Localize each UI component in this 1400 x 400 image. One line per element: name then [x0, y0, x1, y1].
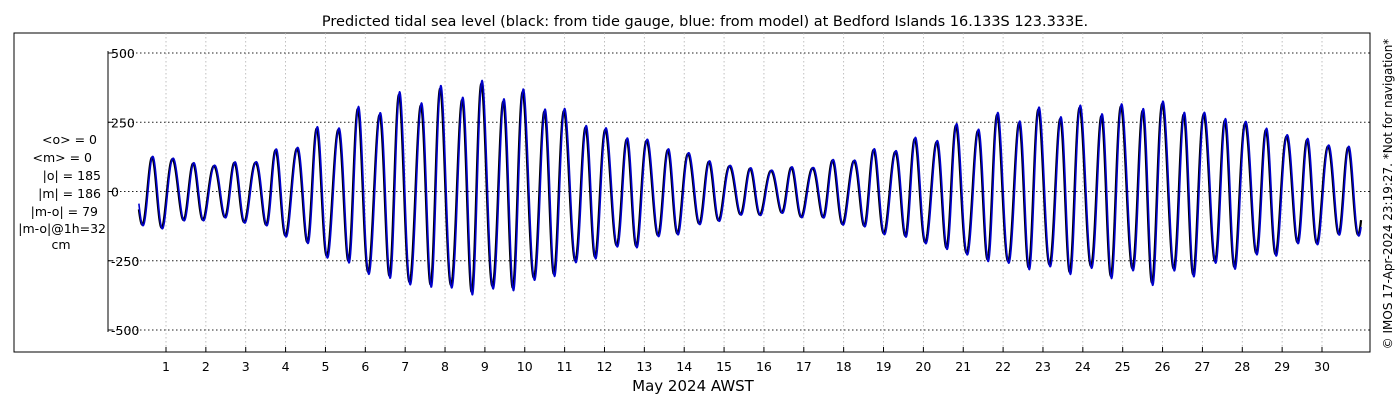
series-layer: [137, 79, 1363, 296]
x-tick-label: 20: [915, 359, 931, 374]
x-tick-label: 3: [242, 359, 250, 374]
x-tick-label: 25: [1115, 359, 1131, 374]
x-tick-label: 8: [441, 359, 449, 374]
stat-abs-obs: |o| = 185: [43, 168, 101, 183]
stats-box: <o> = 0 <m> = 0 |o| = 185 |m| = 186 |m-o…: [18, 132, 106, 252]
x-tick-label: 27: [1194, 359, 1210, 374]
x-tick-label: 5: [321, 359, 329, 374]
stat-abs-diff: |m-o| = 79: [31, 204, 98, 219]
x-tick-label: 29: [1274, 359, 1290, 374]
x-tick-label: 1: [162, 359, 170, 374]
x-tick-label: 18: [836, 359, 852, 374]
x-tick-label: 9: [481, 359, 489, 374]
y-tick-label: -500: [111, 323, 139, 338]
stat-mean-obs: <o> = 0: [42, 132, 97, 147]
x-tick-label: 7: [401, 359, 409, 374]
x-tick-label: 13: [636, 359, 652, 374]
x-axis-label: May 2024 AWST: [632, 377, 755, 395]
x-tick-label: 14: [676, 359, 692, 374]
chart-title: Predicted tidal sea level (black: from t…: [322, 14, 1088, 30]
x-tick-label: 15: [716, 359, 732, 374]
x-tick-label: 23: [1035, 359, 1051, 374]
stat-unit: cm: [51, 237, 70, 252]
x-tick-label: 22: [995, 359, 1011, 374]
x-tick-label: 24: [1075, 359, 1091, 374]
x-tick-label: 11: [557, 359, 573, 374]
x-tick-label: 30: [1314, 359, 1330, 374]
axis-layer: [107, 51, 1323, 352]
stat-abs-diff-1h: |m-o|@1h=32: [18, 221, 106, 236]
stat-mean-model: <m> = 0: [33, 150, 93, 165]
grid-layer: [108, 33, 1370, 352]
x-tick-label: 19: [876, 359, 892, 374]
y-tick-label: 0: [111, 185, 119, 200]
series-line-model: [138, 79, 1362, 296]
x-tick-label: 28: [1234, 359, 1250, 374]
plot-frame: [13, 32, 1371, 353]
x-tick-label: 6: [361, 359, 369, 374]
x-tick-label: 2: [202, 359, 210, 374]
x-tick-label: 17: [796, 359, 812, 374]
x-tick-label: 16: [756, 359, 772, 374]
copyright-note: © IMOS 17-Apr-2024 23:19:27. *Not for na…: [1381, 39, 1395, 350]
x-tick-label: 26: [1155, 359, 1171, 374]
x-tick-label: 21: [955, 359, 971, 374]
x-tick-label: 4: [282, 359, 290, 374]
stat-abs-model: |m| = 186: [38, 186, 101, 201]
y-tick-label: -250: [111, 254, 139, 269]
y-tick-label: 500: [111, 46, 135, 61]
x-tick-label: 10: [517, 359, 533, 374]
x-tick-label: 12: [597, 359, 613, 374]
y-tick-label: 250: [111, 115, 135, 130]
